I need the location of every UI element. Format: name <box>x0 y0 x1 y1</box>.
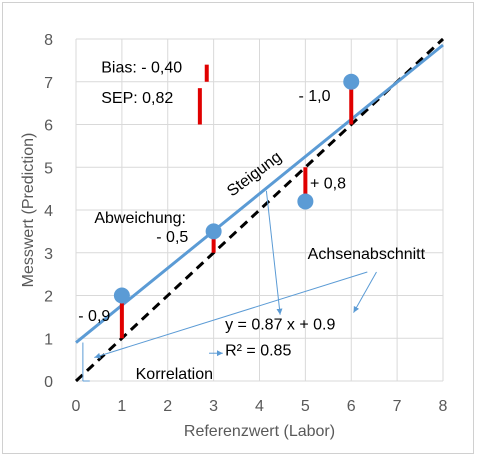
x-tick-label: 5 <box>301 398 310 415</box>
x-axis-title: Referenzwert (Labor) <box>184 423 335 440</box>
data-point <box>205 223 222 240</box>
steigung-label: Steigung <box>224 149 285 201</box>
y-tick-label: 1 <box>44 331 53 348</box>
x-tick-label: 3 <box>209 398 218 415</box>
chart-frame: 0 1 2 3 4 5 6 7 8 0 1 2 3 4 5 6 7 8 Referenzwert (Labor) Me… <box>2 2 474 454</box>
data-point <box>297 193 314 210</box>
y-tick-label: 8 <box>44 32 53 49</box>
annotations: - 0,9 - 0,5 + 0,8 - 1,0 Bias: - 0,40 SEP: 0,8… <box>78 59 425 383</box>
steigung-arrow <box>265 190 283 315</box>
korrelation-label: Korrelation <box>136 366 213 383</box>
data-point <box>343 73 360 90</box>
deviation-label: + 0,8 <box>310 176 346 193</box>
tick-labels: 0 1 2 3 4 5 6 7 8 0 1 2 3 4 5 6 7 8 Referenzwert (Labor) Me… <box>20 32 448 440</box>
x-tick-label: 1 <box>117 398 126 415</box>
deviation-label: - 1,0 <box>298 88 330 105</box>
y-tick-label: 6 <box>44 118 53 135</box>
identity-line <box>74 37 445 383</box>
y-tick-label: 4 <box>44 203 53 220</box>
x-tick-label: 6 <box>347 398 356 415</box>
chart-svg: 0 1 2 3 4 5 6 7 8 0 1 2 3 4 5 6 7 8 Referenzwert (Labor) Me… <box>20 32 448 440</box>
equation-label: y = 0.87 x + 0.9 <box>225 317 335 334</box>
data-point <box>113 287 130 304</box>
marks <box>113 73 360 339</box>
intercept-arrow <box>94 271 368 359</box>
achsenabschnitt-arrow <box>353 271 377 313</box>
abweichung-label: Abweichung: <box>94 210 186 227</box>
sep-label: SEP: 0,82 <box>101 90 173 107</box>
deviation-label: - 0,9 <box>78 308 110 325</box>
x-tick-label: 2 <box>163 398 172 415</box>
x-tick-label: 8 <box>439 398 448 415</box>
r2-label: R² = 0.85 <box>225 342 291 359</box>
regression-line <box>75 43 444 344</box>
y-tick-label: 7 <box>44 75 53 92</box>
y-tick-label: 0 <box>44 374 53 391</box>
x-tick-label: 7 <box>393 398 402 415</box>
x-tick-label: 4 <box>255 398 264 415</box>
grid <box>75 38 444 382</box>
y-tick-label: 5 <box>44 160 53 177</box>
y-tick-label: 3 <box>44 246 53 263</box>
deviation-label: - 0,5 <box>156 229 188 246</box>
achsenabschnitt-label: Achsenabschnitt <box>308 246 426 263</box>
y-tick-label: 2 <box>44 289 53 306</box>
x-tick-label: 0 <box>72 398 81 415</box>
y-axis-title: Messwert (Prediction) <box>20 133 37 288</box>
lines <box>74 37 445 383</box>
bias-label: Bias: - 0,40 <box>101 59 182 76</box>
